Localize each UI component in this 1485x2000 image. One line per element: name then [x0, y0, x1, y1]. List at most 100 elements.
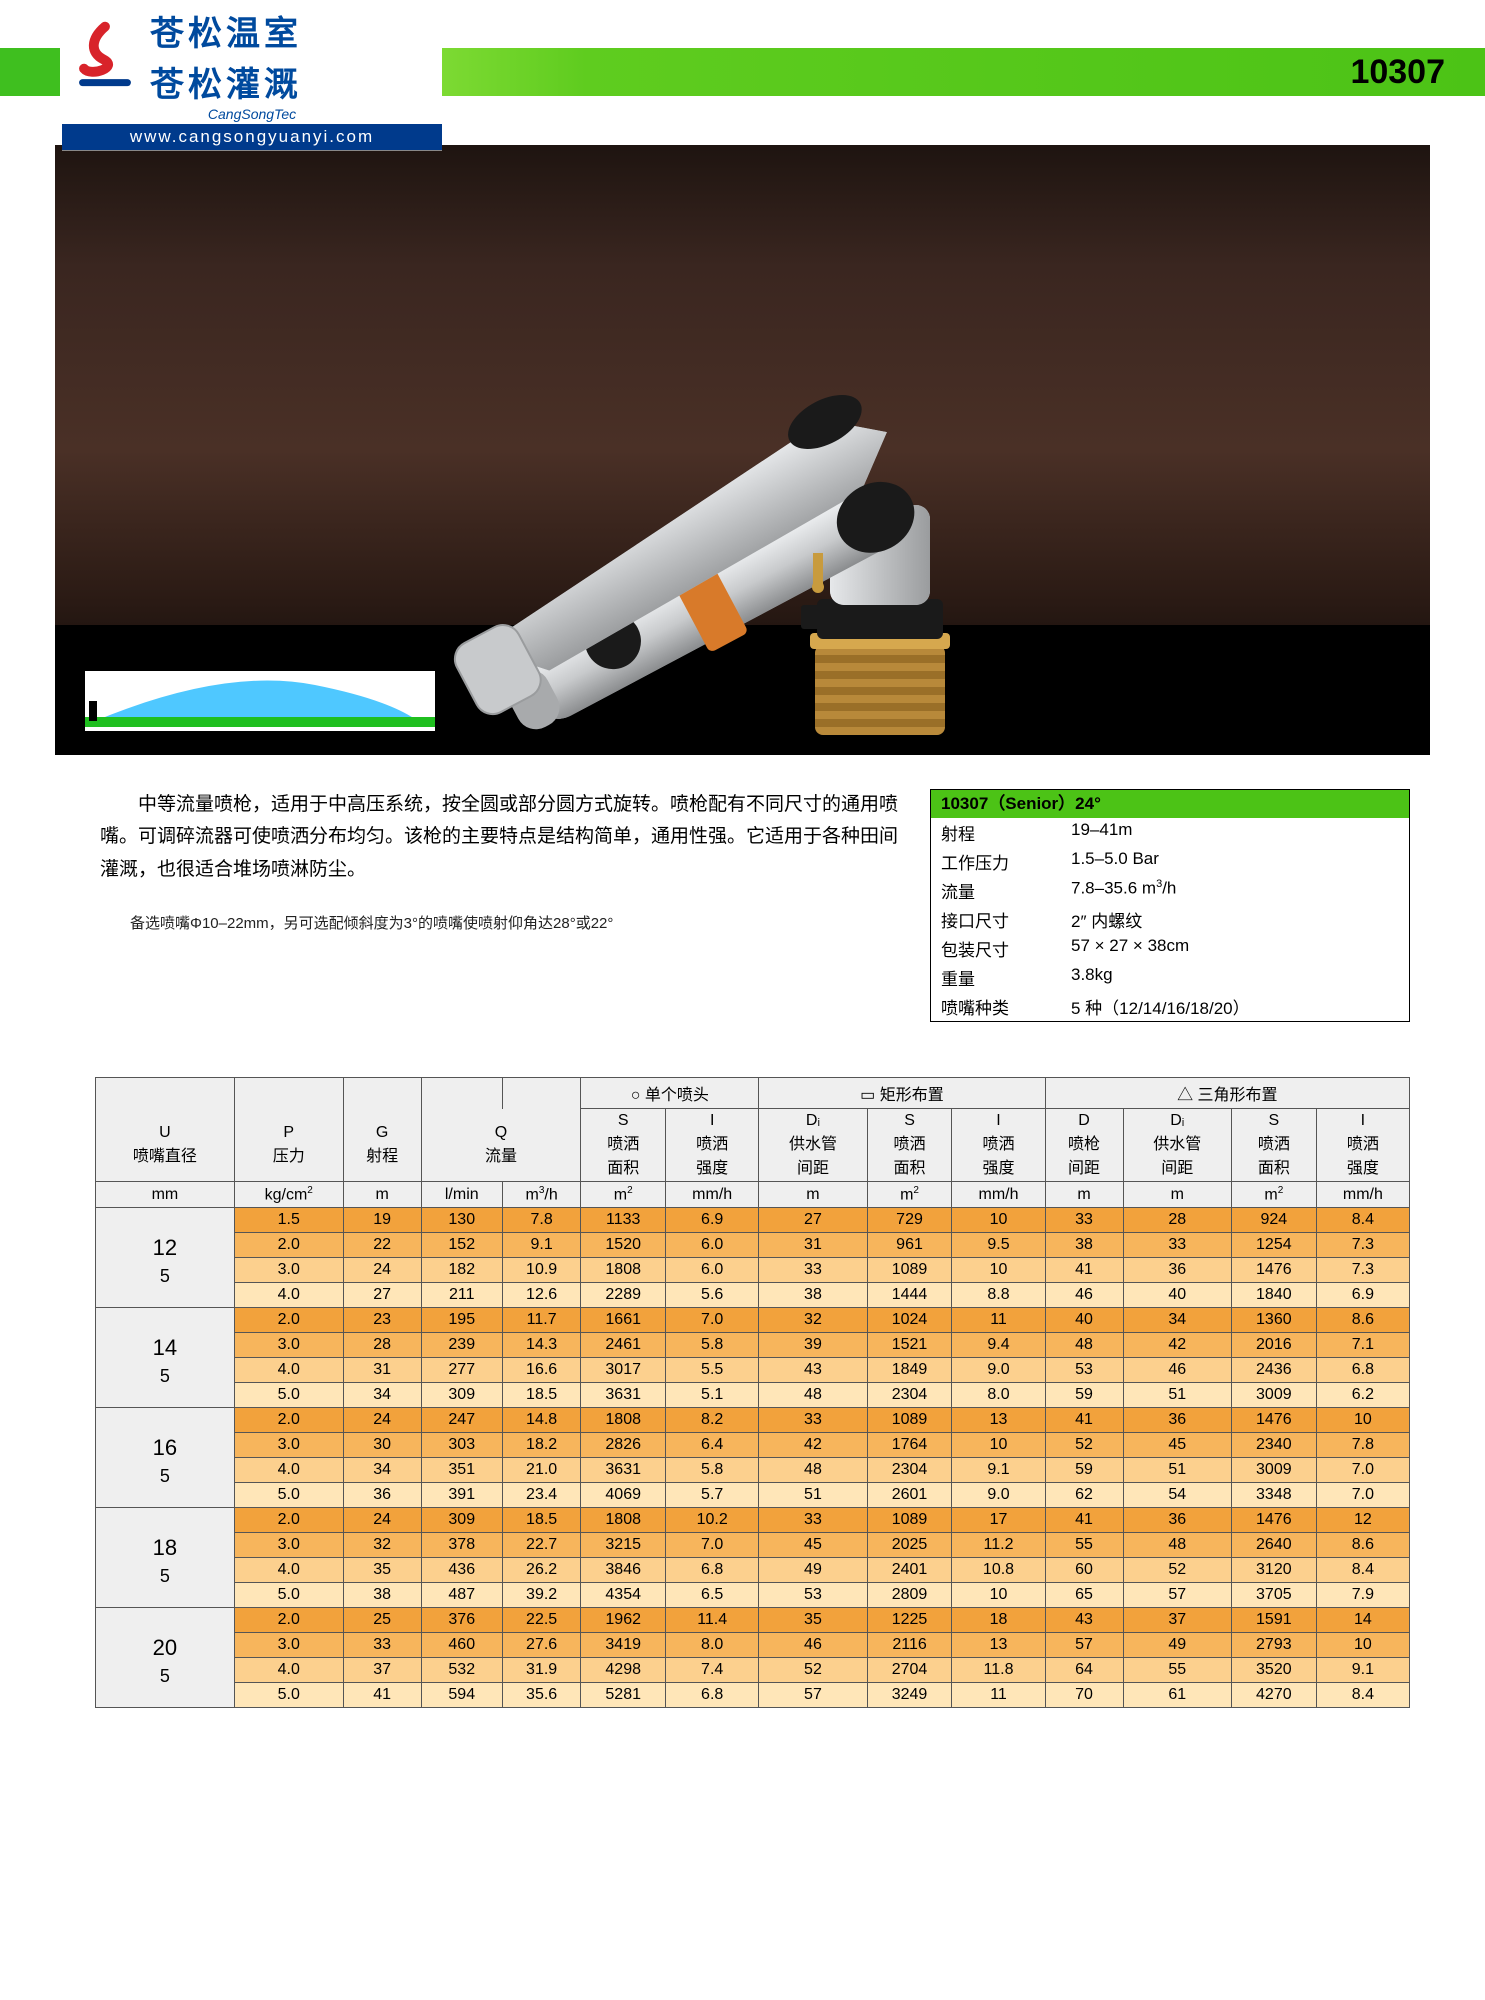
table-cell: 1764: [867, 1433, 952, 1458]
product-note: 备选喷嘴Φ10–22mm，另可选配倾斜度为3°的喷嘴使喷射仰角达28°或22°: [100, 912, 900, 933]
table-cell: 2016: [1231, 1333, 1316, 1358]
table-cell: 3846: [581, 1558, 666, 1583]
col-group: ▭ 矩形布置: [759, 1078, 1045, 1109]
table-cell: 4.0: [234, 1658, 343, 1683]
table-cell: 9.1: [1316, 1658, 1409, 1683]
table-cell: 1661: [581, 1308, 666, 1333]
table-cell: 2809: [867, 1583, 952, 1608]
col-header: S喷洒面积: [581, 1109, 666, 1182]
table-cell: 436: [421, 1558, 502, 1583]
table-cell: 1849: [867, 1358, 952, 1383]
table-cell: 12.6: [502, 1283, 580, 1308]
col-unit: m2: [1231, 1182, 1316, 1208]
nozzle-group: 125: [96, 1208, 235, 1308]
table-cell: 11.8: [952, 1658, 1045, 1683]
table-row: 1251.5191307.811336.9277291033289248.4: [96, 1208, 1410, 1233]
table-row: 3.02418210.918086.033108910413614767.3: [96, 1258, 1410, 1283]
table-cell: 5.0: [234, 1483, 343, 1508]
table-cell: 2826: [581, 1433, 666, 1458]
table-cell: 52: [1123, 1558, 1231, 1583]
table-cell: 35.6: [502, 1683, 580, 1708]
table-cell: 7.0: [1316, 1483, 1409, 1508]
table-cell: 2601: [867, 1483, 952, 1508]
table-cell: 16.6: [502, 1358, 580, 1383]
table-cell: 52: [1045, 1433, 1123, 1458]
table-cell: 5.7: [666, 1483, 759, 1508]
table-cell: 32: [343, 1533, 421, 1558]
table-cell: 59: [1045, 1458, 1123, 1483]
table-cell: 8.0: [952, 1383, 1045, 1408]
table-cell: 34: [343, 1383, 421, 1408]
col-header: P压力: [234, 1109, 343, 1182]
table-cell: 2304: [867, 1458, 952, 1483]
table-cell: 2461: [581, 1333, 666, 1358]
spec-value: 1.5–5.0 Bar: [1061, 847, 1409, 876]
table-cell: 64: [1045, 1658, 1123, 1683]
spec-label: 工作压力: [931, 847, 1061, 876]
table-cell: 10.2: [666, 1508, 759, 1533]
table-row: 2052.02537622.5196211.435122518433715911…: [96, 1608, 1410, 1633]
brand-en: CangSongTec: [62, 106, 442, 124]
table-cell: 182: [421, 1258, 502, 1283]
table-cell: 1520: [581, 1233, 666, 1258]
table-cell: 5281: [581, 1683, 666, 1708]
table-row: 5.03848739.243546.553280910655737057.9: [96, 1583, 1410, 1608]
table-cell: 2304: [867, 1383, 952, 1408]
table-cell: 3.0: [234, 1258, 343, 1283]
table-cell: 36: [1123, 1408, 1231, 1433]
table-cell: 2.0: [234, 1508, 343, 1533]
table-cell: 5.0: [234, 1583, 343, 1608]
table-cell: 277: [421, 1358, 502, 1383]
table-cell: 10.9: [502, 1258, 580, 1283]
col-unit: mm/h: [666, 1182, 759, 1208]
col-unit: m: [1123, 1182, 1231, 1208]
table-cell: 11.2: [952, 1533, 1045, 1558]
table-cell: 1521: [867, 1333, 952, 1358]
col-header: G射程: [343, 1109, 421, 1182]
table-row: 4.02721112.622895.63814448.8464018406.9: [96, 1283, 1410, 1308]
table-cell: 3.0: [234, 1433, 343, 1458]
table-cell: 27.6: [502, 1633, 580, 1658]
spec-value: 3.8kg: [1061, 963, 1409, 992]
table-cell: 2704: [867, 1658, 952, 1683]
table-cell: 7.3: [1316, 1233, 1409, 1258]
table-cell: 2340: [1231, 1433, 1316, 1458]
table-cell: 13: [952, 1633, 1045, 1658]
table-cell: 55: [1123, 1658, 1231, 1683]
table-cell: 24: [343, 1258, 421, 1283]
table-cell: 2.0: [234, 1308, 343, 1333]
table-cell: 24: [343, 1508, 421, 1533]
spec-label: 重量: [931, 963, 1061, 992]
table-cell: 8.6: [1316, 1533, 1409, 1558]
table-cell: 9.0: [952, 1483, 1045, 1508]
table-cell: 18.5: [502, 1508, 580, 1533]
table-cell: 1840: [1231, 1283, 1316, 1308]
table-cell: 10: [1316, 1633, 1409, 1658]
table-cell: 21.0: [502, 1458, 580, 1483]
table-cell: 37: [343, 1658, 421, 1683]
table-cell: 391: [421, 1483, 502, 1508]
table-cell: 10: [952, 1433, 1045, 1458]
spec-label: 包装尺寸: [931, 934, 1061, 963]
col-unit: kg/cm2: [234, 1182, 343, 1208]
spec-label: 射程: [931, 818, 1061, 847]
table-cell: 7.8: [502, 1208, 580, 1233]
table-cell: 239: [421, 1333, 502, 1358]
table-cell: 4.0: [234, 1458, 343, 1483]
spec-label: 喷嘴种类: [931, 992, 1061, 1021]
table-cell: 3520: [1231, 1658, 1316, 1683]
table-cell: 33: [1123, 1233, 1231, 1258]
table-cell: 41: [1045, 1258, 1123, 1283]
table-cell: 3.0: [234, 1333, 343, 1358]
product-number-bar: 10307: [360, 48, 1485, 96]
nozzle-group: 205: [96, 1608, 235, 1708]
table-cell: 4.0: [234, 1358, 343, 1383]
table-cell: 27: [759, 1208, 867, 1233]
table-cell: 13: [952, 1408, 1045, 1433]
table-row: 4.03543626.238466.849240110.8605231208.4: [96, 1558, 1410, 1583]
col-unit: m2: [581, 1182, 666, 1208]
table-cell: 32: [759, 1308, 867, 1333]
col-header: Q流量: [421, 1109, 581, 1182]
table-cell: 5.6: [666, 1283, 759, 1308]
table-cell: 2025: [867, 1533, 952, 1558]
